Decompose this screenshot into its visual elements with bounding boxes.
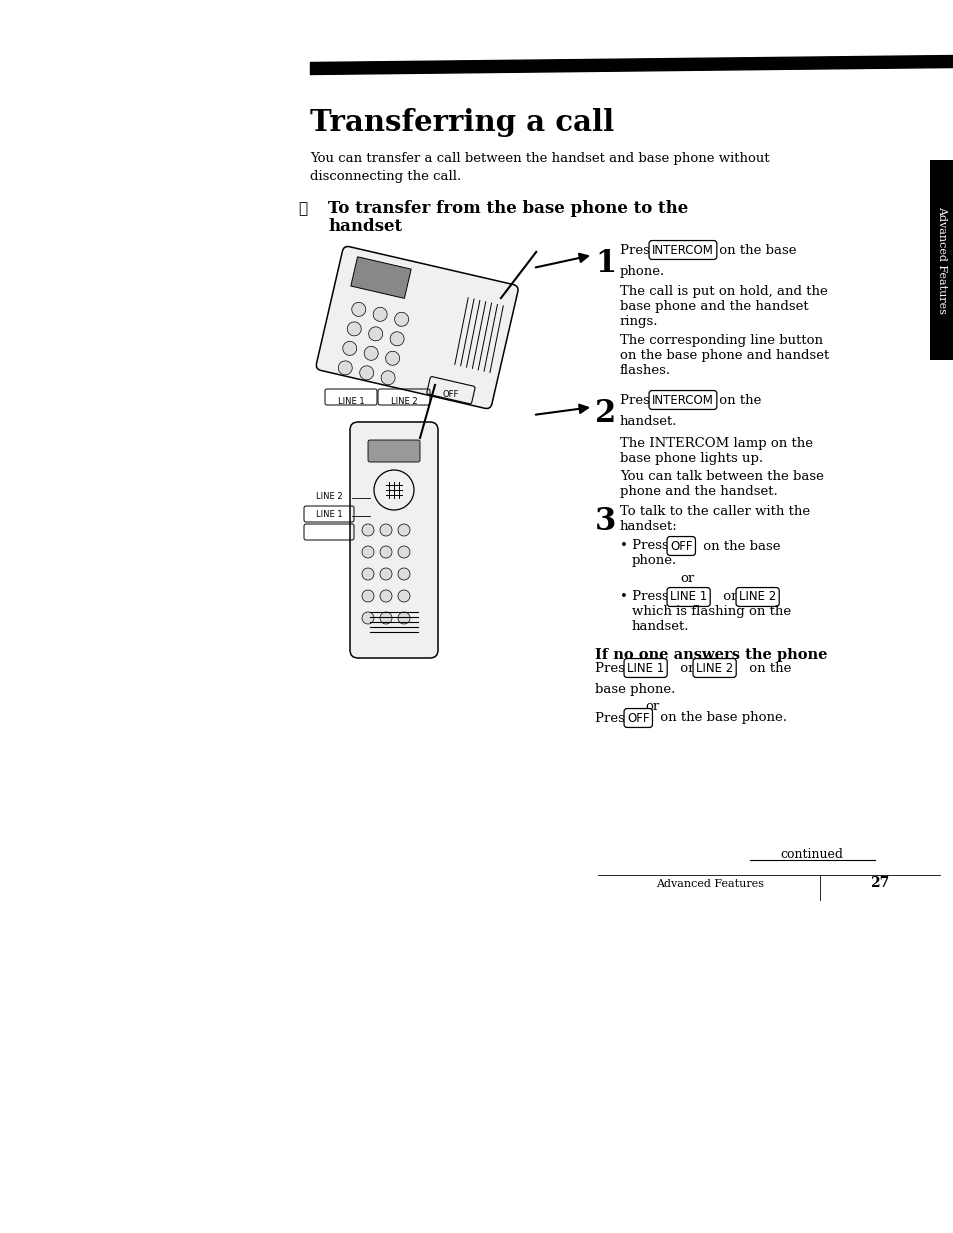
- Circle shape: [379, 546, 392, 559]
- Circle shape: [338, 361, 352, 375]
- Text: continued: continued: [780, 848, 842, 861]
- Circle shape: [373, 307, 387, 322]
- Text: Advanced Features: Advanced Features: [656, 879, 763, 889]
- Text: INTERCOM: INTERCOM: [651, 243, 713, 256]
- Text: LINE 2: LINE 2: [739, 591, 776, 603]
- Text: which is flashing on the: which is flashing on the: [631, 605, 790, 618]
- Text: phone and the handset.: phone and the handset.: [619, 485, 777, 498]
- Text: LINE 2: LINE 2: [696, 661, 733, 674]
- Text: The corresponding line button: The corresponding line button: [619, 334, 822, 346]
- Circle shape: [379, 568, 392, 580]
- Circle shape: [361, 591, 374, 602]
- Text: ※: ※: [297, 202, 307, 216]
- Circle shape: [361, 524, 374, 536]
- FancyBboxPatch shape: [368, 440, 419, 462]
- Circle shape: [342, 342, 356, 355]
- Text: 1: 1: [595, 248, 616, 279]
- Text: base phone and the handset: base phone and the handset: [619, 300, 808, 313]
- Text: LINE 2: LINE 2: [315, 492, 342, 501]
- Text: OFF: OFF: [626, 711, 649, 725]
- Text: rings.: rings.: [619, 314, 658, 328]
- Text: OFF: OFF: [442, 390, 458, 399]
- Text: on the: on the: [714, 393, 760, 407]
- Text: Press: Press: [619, 243, 660, 256]
- Text: or: or: [680, 572, 695, 584]
- Circle shape: [397, 612, 410, 624]
- Text: Press: Press: [595, 661, 636, 674]
- Text: phone.: phone.: [631, 554, 677, 567]
- Text: • Press: • Press: [619, 539, 672, 552]
- Text: LINE 2: LINE 2: [391, 397, 416, 406]
- Text: or: or: [645, 700, 659, 713]
- Text: OFF: OFF: [669, 540, 692, 552]
- Text: on the base: on the base: [714, 243, 796, 256]
- Text: The INTERCOM lamp on the: The INTERCOM lamp on the: [619, 436, 812, 450]
- Circle shape: [359, 366, 374, 380]
- Circle shape: [379, 612, 392, 624]
- Text: handset: handset: [328, 218, 402, 236]
- Text: on the base: on the base: [699, 540, 781, 552]
- Text: LINE 1: LINE 1: [337, 397, 364, 406]
- Circle shape: [397, 546, 410, 559]
- Text: handset:: handset:: [619, 520, 677, 533]
- Circle shape: [379, 524, 392, 536]
- Circle shape: [352, 302, 365, 317]
- Circle shape: [385, 351, 399, 365]
- Text: or: or: [676, 661, 698, 674]
- Text: The call is put on hold, and the: The call is put on hold, and the: [619, 285, 827, 298]
- Text: You can talk between the base: You can talk between the base: [619, 470, 823, 483]
- Circle shape: [364, 346, 377, 360]
- Text: 2: 2: [595, 398, 616, 429]
- Circle shape: [397, 591, 410, 602]
- Text: on the base phone and handset: on the base phone and handset: [619, 349, 828, 363]
- Circle shape: [381, 371, 395, 385]
- Text: Press: Press: [619, 393, 660, 407]
- Text: handset.: handset.: [619, 416, 677, 428]
- Text: INTERCOM: INTERCOM: [651, 393, 713, 407]
- Circle shape: [397, 568, 410, 580]
- Text: on the: on the: [744, 661, 791, 674]
- Text: If no one answers the phone: If no one answers the phone: [595, 649, 826, 662]
- Text: • Press: • Press: [619, 591, 672, 603]
- Text: LINE 1: LINE 1: [315, 510, 342, 519]
- Text: phone.: phone.: [619, 265, 664, 277]
- Text: or: or: [719, 591, 741, 603]
- Text: 27: 27: [869, 875, 889, 890]
- Text: Advanced Features: Advanced Features: [936, 206, 946, 314]
- Text: handset.: handset.: [631, 620, 689, 633]
- Text: LINE 1: LINE 1: [669, 591, 706, 603]
- FancyBboxPatch shape: [316, 247, 517, 408]
- Bar: [929, 160, 953, 360]
- Text: base phone lights up.: base phone lights up.: [619, 453, 762, 465]
- FancyBboxPatch shape: [350, 422, 437, 658]
- Circle shape: [397, 524, 410, 536]
- Text: Press: Press: [595, 711, 636, 725]
- Text: 3: 3: [595, 506, 616, 538]
- Text: To transfer from the base phone to the: To transfer from the base phone to the: [328, 200, 687, 217]
- Circle shape: [390, 332, 404, 345]
- Text: To talk to the caller with the: To talk to the caller with the: [619, 506, 809, 518]
- Circle shape: [395, 312, 408, 327]
- Text: on the base phone.: on the base phone.: [656, 711, 786, 725]
- Circle shape: [361, 568, 374, 580]
- Text: Transferring a call: Transferring a call: [310, 109, 614, 137]
- Text: You can transfer a call between the handset and base phone without
disconnecting: You can transfer a call between the hand…: [310, 152, 769, 182]
- Text: flashes.: flashes.: [619, 364, 670, 377]
- Circle shape: [347, 322, 361, 335]
- Circle shape: [368, 327, 382, 340]
- Text: base phone.: base phone.: [595, 683, 675, 695]
- Circle shape: [361, 546, 374, 559]
- Circle shape: [361, 612, 374, 624]
- Circle shape: [379, 591, 392, 602]
- Bar: [351, 256, 411, 298]
- Text: LINE 1: LINE 1: [626, 661, 663, 674]
